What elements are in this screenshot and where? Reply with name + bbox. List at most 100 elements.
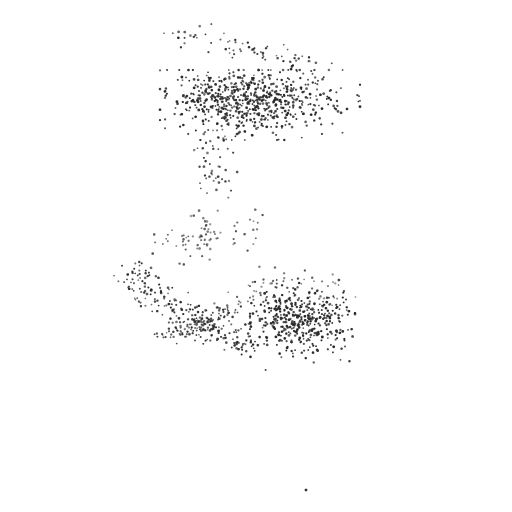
upper-cloud-main [238, 76, 242, 79]
upper-cloud-main [230, 104, 232, 107]
lower-band [149, 266, 153, 270]
lower-dense-right [253, 304, 256, 307]
lower-dense-right [303, 269, 306, 272]
lower-band [163, 305, 166, 307]
upper-cloud-main [251, 103, 254, 105]
lower-dense-right [311, 342, 314, 345]
upper-cloud-main [251, 121, 254, 123]
upper-cloud-tail [194, 33, 197, 37]
lower-band [220, 335, 223, 338]
lower-dense-right [331, 351, 334, 354]
upper-cloud-main [267, 107, 270, 110]
upper-cloud-main [228, 72, 231, 75]
upper-cloud-main [266, 118, 269, 121]
lower-band [139, 305, 143, 308]
upper-cloud-main [300, 100, 303, 102]
upper-cloud-main [213, 99, 216, 103]
middle-tail-drift [208, 247, 212, 251]
upper-cloud-main [241, 102, 244, 105]
upper-cloud-main [283, 138, 286, 142]
upper-cloud-tail [216, 175, 220, 178]
upper-cloud-tail [239, 49, 243, 53]
lower-dense-right [262, 300, 265, 304]
lower-band [186, 318, 190, 321]
upper-cloud-main [199, 103, 203, 107]
lower-dense-right [317, 322, 320, 325]
lower-dense-right [283, 327, 286, 330]
lower-band [245, 339, 248, 342]
lower-dense-right [304, 356, 308, 360]
upper-cloud-main [295, 118, 298, 120]
lower-dense-right [292, 286, 295, 290]
middle-tail-drift [200, 227, 203, 230]
upper-cloud-main [213, 96, 217, 99]
lower-dense-right [306, 321, 309, 324]
lower-band [143, 276, 147, 280]
upper-cloud-main [335, 91, 338, 94]
upper-cloud-main [253, 104, 256, 107]
lower-dense-right [334, 282, 337, 285]
upper-cloud-main [259, 118, 263, 121]
upper-cloud-main [221, 97, 224, 100]
upper-cloud-main [286, 103, 290, 106]
middle-tail-drift [201, 216, 205, 220]
lower-dense-right [351, 335, 354, 338]
middle-tail-drift [243, 232, 246, 236]
lower-dense-right [258, 265, 261, 269]
lower-dense-right [311, 327, 315, 331]
upper-cloud-main [207, 129, 210, 132]
lower-band [190, 314, 194, 317]
lower-dense-right [325, 328, 328, 331]
upper-cloud-main [288, 106, 291, 108]
upper-cloud-main [300, 110, 303, 113]
upper-cloud-main [250, 81, 253, 84]
upper-cloud-main [254, 107, 256, 110]
upper-cloud-main [249, 112, 252, 116]
lower-dense-right [347, 309, 351, 313]
upper-cloud-main [335, 99, 339, 103]
lower-dense-right [278, 339, 281, 342]
upper-cloud-main [275, 138, 279, 142]
upper-cloud-tail [220, 178, 224, 181]
upper-cloud-main [288, 122, 291, 126]
lower-band [175, 327, 178, 330]
lower-dense-right [271, 279, 275, 283]
upper-cloud-tail [223, 135, 226, 138]
lower-dense-right [249, 285, 251, 287]
lower-band [217, 331, 220, 335]
upper-cloud-main [163, 118, 167, 121]
lower-dense-right [341, 314, 344, 317]
lower-dense-right [272, 315, 275, 318]
lower-band [134, 298, 137, 301]
upper-cloud-main [303, 90, 306, 93]
lower-dense-right [314, 331, 318, 335]
lower-dense-right [300, 299, 303, 302]
upper-cloud-tail [232, 53, 236, 56]
upper-cloud-tail [198, 24, 201, 28]
lower-dense-right [331, 273, 334, 276]
upper-cloud-main [216, 95, 218, 98]
lower-band [193, 306, 197, 309]
upper-cloud-main [220, 117, 223, 120]
upper-cloud-main [247, 109, 250, 112]
lower-dense-right [320, 280, 324, 283]
upper-cloud-tail [232, 49, 235, 52]
upper-cloud-main [263, 107, 266, 110]
upper-cloud-main [281, 95, 284, 98]
upper-cloud-main [257, 126, 259, 129]
lower-band [153, 291, 157, 294]
lower-band [175, 299, 178, 302]
middle-tail-drift [198, 235, 202, 239]
upper-cloud-main [194, 104, 197, 107]
lower-band [193, 320, 196, 324]
upper-cloud-main [294, 88, 298, 91]
upper-cloud-main [262, 89, 265, 92]
upper-cloud-tail [224, 47, 228, 51]
upper-cloud-main [295, 68, 298, 72]
upper-cloud-main [278, 71, 282, 74]
lower-band [252, 347, 255, 350]
lower-dense-right [260, 317, 264, 321]
lower-band [191, 332, 194, 335]
lower-band [236, 311, 239, 314]
upper-cloud-main [233, 105, 236, 108]
